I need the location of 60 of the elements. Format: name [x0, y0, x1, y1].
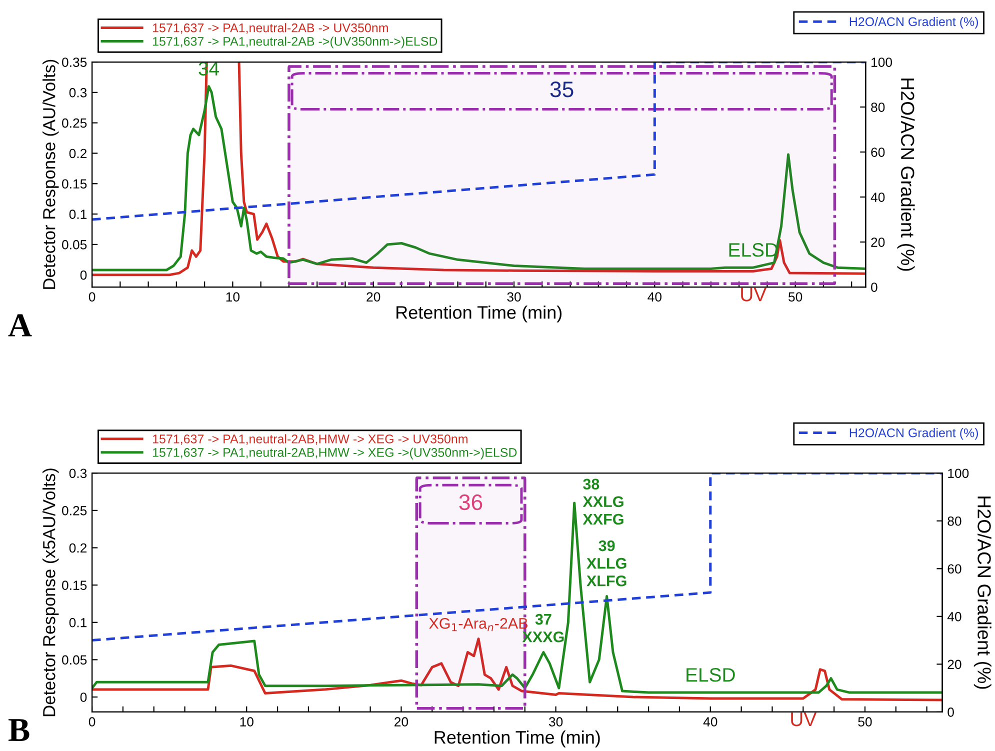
y2-tick-label: 0	[948, 708, 954, 717]
y-tick-label: 0	[80, 692, 87, 702]
y2-tick-label: 80	[871, 102, 885, 112]
text: A	[8, 314, 32, 336]
y2-axis-title: H2O/ACN Gradient (%)	[897, 78, 915, 271]
band-label: 36	[459, 494, 482, 510]
y2-tick-label: 20	[948, 660, 962, 670]
y2-tick-label: 60	[948, 564, 962, 574]
x-tick-label: 30	[548, 717, 563, 726]
y-tick-label: 0.05	[62, 655, 87, 665]
y2-tick-label: 40	[870, 192, 885, 202]
x-axis-title: Retention Time (min)	[396, 306, 562, 322]
y-axis-title: Detector Response (x5AU/Volts)	[42, 468, 59, 716]
y-tick-label: 0.2	[69, 543, 87, 553]
legend-label: 1571,637 -> PA1,neutral-2AB,HMW -> XEG -> UV350nm	[152, 434, 468, 445]
x-tick-label: 10	[240, 717, 254, 726]
x-tick-label: 40	[648, 292, 662, 302]
band-label: 35	[550, 82, 574, 98]
legend-label: 1571,637 -> PA1,neutral-2AB ->(UV350nm->)ELSD	[152, 36, 438, 48]
annotation: UV	[741, 288, 767, 302]
annotation: ELSD	[686, 668, 735, 682]
y-tick-label: 0.25	[62, 118, 87, 128]
x-tick-label: 20	[366, 292, 380, 302]
annotation: 39 XLLG XLFG	[586, 540, 626, 586]
legend-label: H2O/ACN Gradient (%)	[850, 16, 978, 29]
x-tick-label: 0	[88, 292, 96, 302]
y2-tick-label: 100	[948, 468, 969, 478]
y2-tick-label: 20	[871, 238, 885, 247]
text: B	[8, 719, 30, 741]
annotation: 38 XXLG XXFG	[582, 478, 624, 525]
y2-tick-label: 100	[872, 58, 892, 67]
y2-axis-title: H2O/ACN Gradient (%)	[974, 496, 992, 689]
y-axis-title: Detector Response (AU/Volts)	[42, 60, 59, 289]
x-tick-label: 50	[788, 292, 802, 302]
x-tick-label: 30	[507, 292, 521, 302]
y-tick-label: 0.1	[69, 210, 87, 219]
x-tick-label: 50	[858, 717, 872, 726]
legend-label: 1571,637 -> PA1,neutral-2AB,HMW -> XEG ->(UV350nm->)ELSD	[152, 448, 517, 460]
y-tick-label: 0.15	[62, 179, 87, 189]
y-tick-label: 0.25	[62, 506, 87, 516]
y-tick-label: 0.35	[62, 58, 87, 67]
legend-label: H2O/ACN Gradient (%)	[850, 428, 978, 440]
y-tick-label: 0.15	[62, 580, 87, 590]
y-tick-label: 0.3	[69, 88, 87, 98]
x-tick-label: 10	[226, 292, 240, 302]
y-tick-label: 0.2	[69, 148, 87, 158]
x-tick-label: 20	[394, 717, 408, 726]
y2-tick-label: 80	[948, 516, 962, 526]
annotation: UV	[791, 712, 817, 726]
x-tick-label: 0	[88, 717, 96, 726]
y2-tick-label: 40	[947, 612, 962, 622]
legend-label: 1571,637 -> PA1,neutral-2AB -> UV350nm	[152, 23, 388, 34]
x-tick-label: 40	[703, 717, 718, 726]
y-tick-label: 0	[80, 270, 87, 280]
y2-tick-label: 60	[871, 148, 885, 157]
y-tick-label: 0.1	[69, 618, 87, 628]
y-tick-label: 0.3	[69, 468, 87, 478]
x-axis-title: Retention Time (min)	[434, 730, 600, 748]
y2-tick-label: 0	[871, 282, 878, 292]
y-tick-label: 0.05	[62, 240, 87, 250]
